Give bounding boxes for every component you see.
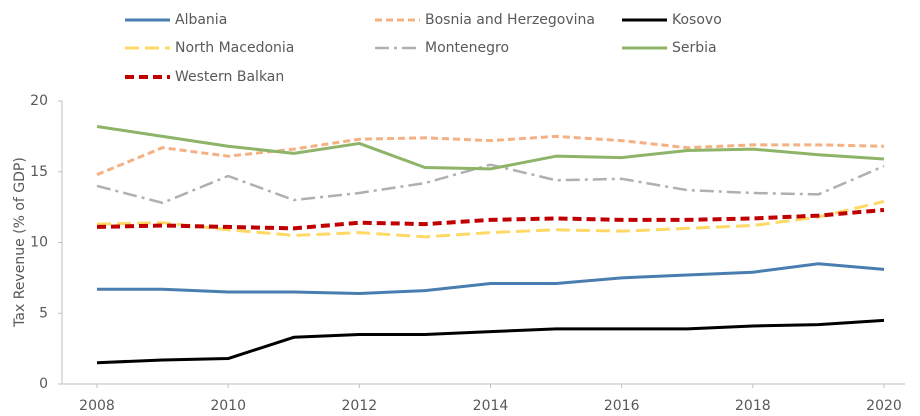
legend-label: Bosnia and Herzegovina (425, 12, 595, 28)
y-tick-label: 5 (39, 305, 48, 321)
series-line (96, 200, 885, 239)
x-tick-label: 2010 (210, 398, 246, 414)
series-line (96, 124, 885, 171)
series-line (96, 163, 885, 205)
x-tick-label: 2018 (735, 398, 771, 414)
series-line (97, 262, 885, 295)
legend-label: Kosovo (672, 12, 722, 28)
x-tick-label: 2014 (473, 398, 509, 414)
y-tick-label: 10 (30, 235, 48, 251)
y-tick-label: 20 (30, 93, 48, 109)
legend-label: Serbia (672, 40, 717, 56)
series-line (96, 134, 885, 176)
y-tick-label: 15 (30, 164, 48, 180)
y-axis-label: Tax Revenue (% of GDP) (12, 157, 28, 328)
x-tick-label: 2008 (79, 398, 115, 414)
series-line (96, 318, 885, 365)
y-tick-label: 0 (39, 376, 48, 392)
x-tick-label: 2020 (866, 398, 902, 414)
x-tick-label: 2012 (342, 398, 378, 414)
legend-label: North Macedonia (175, 40, 294, 56)
legend-label: Montenegro (425, 40, 509, 56)
series-line (96, 207, 885, 231)
legend-label: Albania (175, 12, 227, 28)
legend-label: Western Balkan (175, 69, 284, 85)
x-tick-label: 2016 (604, 398, 640, 414)
